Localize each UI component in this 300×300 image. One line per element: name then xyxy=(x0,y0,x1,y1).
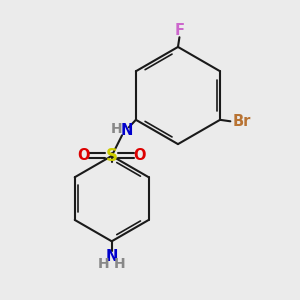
Text: Br: Br xyxy=(233,114,251,129)
Text: N: N xyxy=(106,249,118,264)
Text: H: H xyxy=(111,122,123,136)
Text: N: N xyxy=(121,123,133,138)
Text: H: H xyxy=(98,257,109,271)
Text: S: S xyxy=(106,147,118,165)
Text: F: F xyxy=(174,23,184,38)
Text: O: O xyxy=(134,148,146,164)
Text: O: O xyxy=(77,148,90,164)
Text: H: H xyxy=(114,257,126,271)
